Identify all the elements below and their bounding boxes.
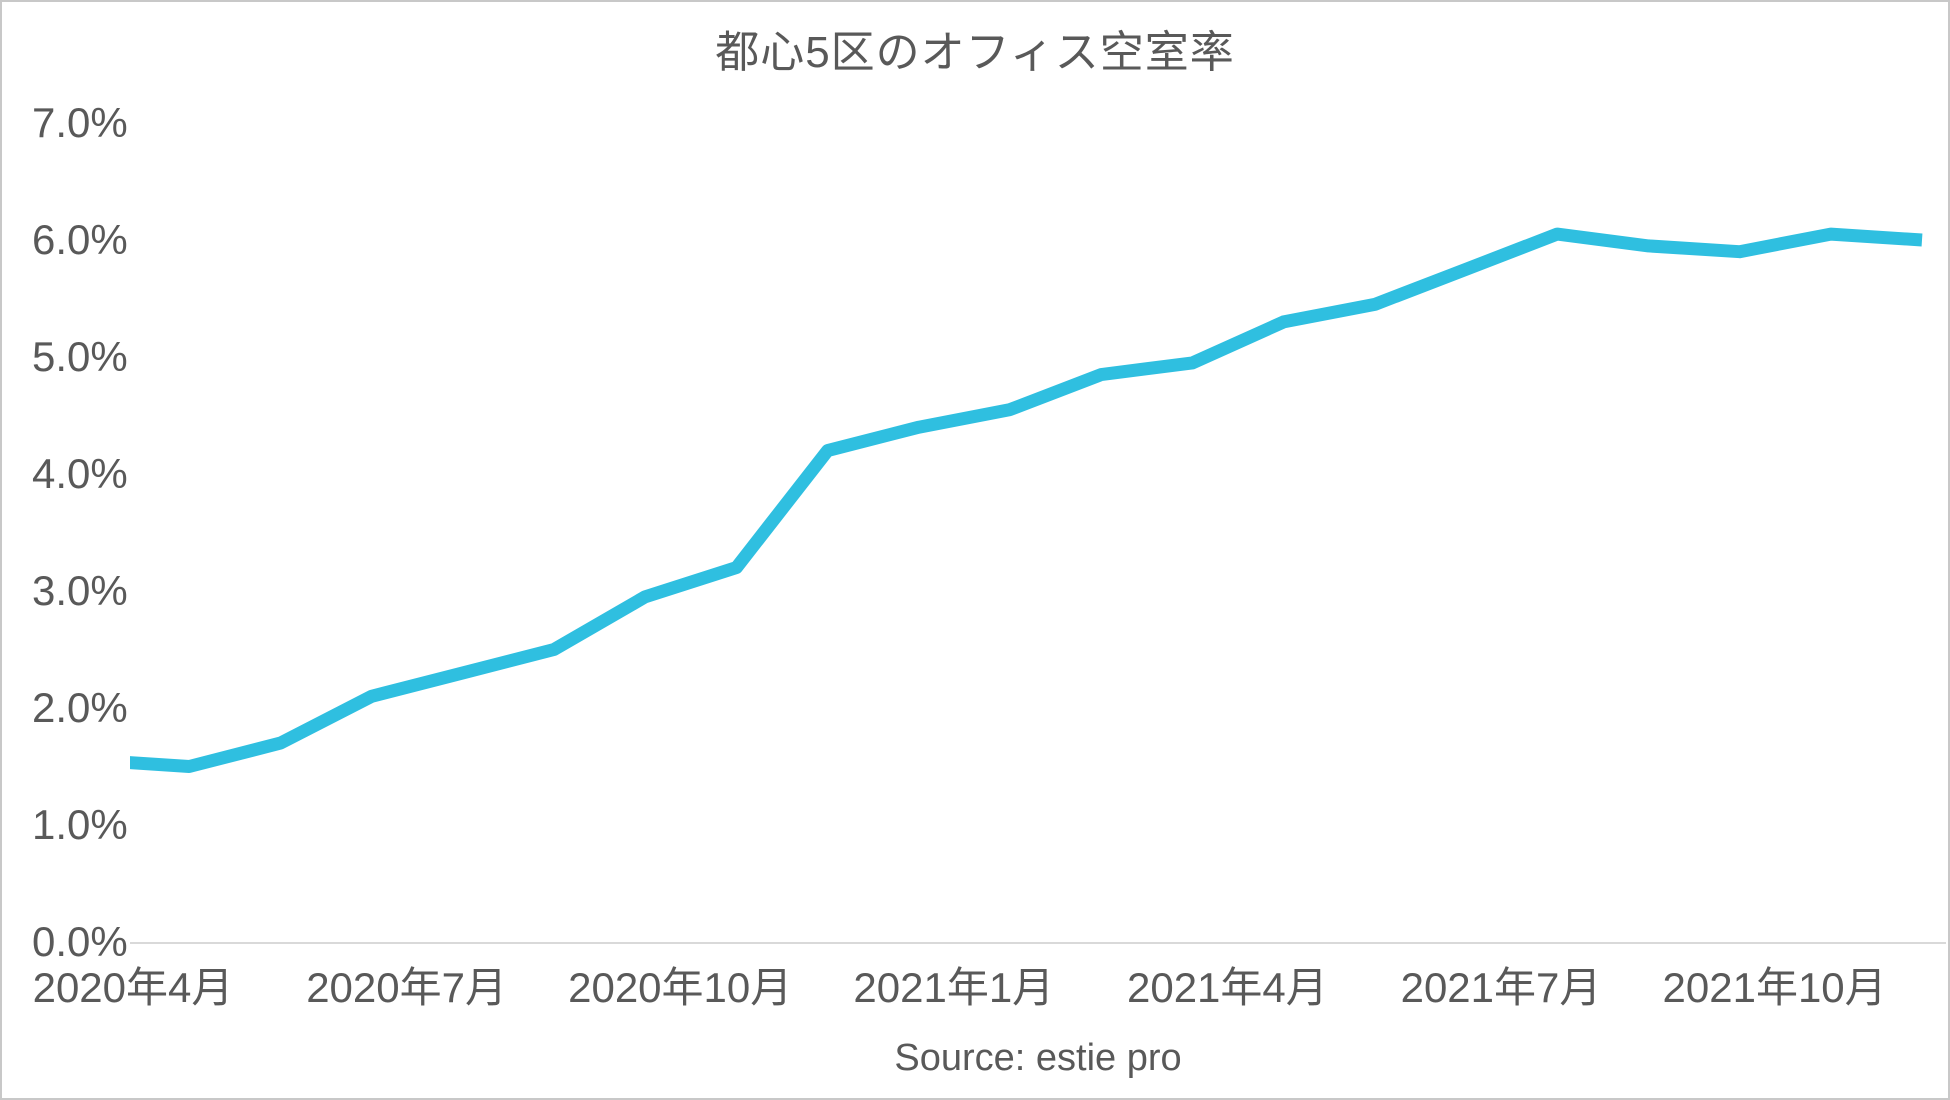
x-tick-label: 2021年4月 bbox=[1126, 964, 1328, 1011]
x-tick-label: 2020年7月 bbox=[306, 964, 507, 1011]
y-tick-label: 0.0% bbox=[32, 918, 128, 965]
y-tick-label: 1.0% bbox=[32, 801, 128, 848]
y-tick-label: 4.0% bbox=[32, 450, 128, 497]
x-tick-label: 2021年10月 bbox=[1662, 964, 1887, 1011]
x-axis-labels: 2020年4月 2020年7月 2020年10月 2021年1月 2021年4月 2021… bbox=[2, 964, 1948, 1024]
x-tick-label: 2020年4月 bbox=[32, 964, 234, 1011]
x-tick-label: 2021年7月 bbox=[1400, 964, 1602, 1011]
x-tick-label: 2020年10月 bbox=[568, 964, 793, 1011]
y-tick-label: 6.0% bbox=[32, 216, 128, 263]
y-tick-label: 2.0% bbox=[32, 684, 128, 731]
source-caption: Source: estie pro bbox=[894, 1037, 1182, 1079]
chart-title: 都心5区のオフィス空室率 bbox=[715, 28, 1235, 77]
y-tick-label: 7.0% bbox=[32, 99, 128, 146]
x-tick-label: 2021年1月 bbox=[853, 964, 1055, 1011]
y-tick-label: 3.0% bbox=[32, 567, 128, 614]
y-tick-label: 5.0% bbox=[32, 333, 128, 380]
vacancy-line bbox=[130, 227, 1923, 773]
